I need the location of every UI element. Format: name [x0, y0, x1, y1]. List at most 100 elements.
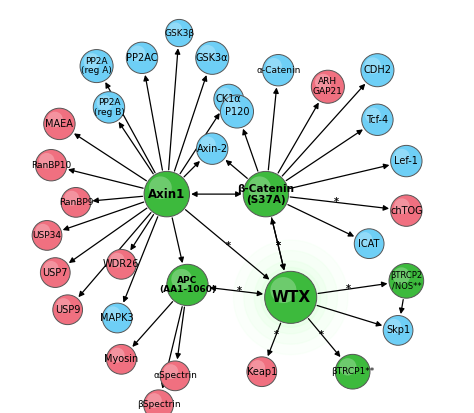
Circle shape [84, 53, 100, 70]
Circle shape [261, 268, 320, 327]
Circle shape [365, 57, 381, 74]
Circle shape [171, 269, 192, 290]
Text: *: * [276, 241, 281, 251]
Text: Skp1: Skp1 [386, 325, 410, 335]
Text: CK1α: CK1α [216, 94, 242, 104]
Circle shape [357, 232, 373, 247]
Circle shape [80, 50, 113, 83]
Text: *: * [237, 286, 242, 296]
Text: Lef-1: Lef-1 [394, 156, 418, 166]
Text: GSK3α: GSK3α [196, 53, 228, 63]
Circle shape [147, 393, 162, 408]
Circle shape [97, 95, 112, 111]
Circle shape [164, 364, 178, 379]
Circle shape [339, 358, 356, 375]
Text: CDH2: CDH2 [364, 65, 392, 75]
Circle shape [224, 99, 241, 115]
Circle shape [169, 22, 182, 36]
Circle shape [196, 41, 229, 74]
Text: PP2A
(reg B): PP2A (reg B) [93, 98, 124, 117]
Text: RanBP9: RanBP9 [59, 198, 93, 207]
Circle shape [354, 229, 384, 259]
Circle shape [266, 58, 282, 74]
Circle shape [36, 224, 50, 239]
Circle shape [247, 357, 277, 387]
Circle shape [263, 55, 294, 86]
Circle shape [53, 295, 82, 325]
Circle shape [214, 84, 244, 114]
Circle shape [234, 240, 348, 355]
Text: WTX: WTX [271, 290, 310, 305]
Text: *: * [334, 197, 338, 207]
Text: P120: P120 [225, 107, 249, 116]
Circle shape [93, 92, 125, 123]
Text: GSK3β: GSK3β [164, 28, 194, 38]
Circle shape [40, 258, 70, 287]
Text: USP9: USP9 [55, 305, 81, 315]
Circle shape [394, 198, 410, 214]
Circle shape [107, 249, 136, 279]
Text: Axin-2: Axin-2 [197, 144, 228, 154]
Text: *: * [346, 284, 351, 294]
Text: ICAT: ICAT [358, 239, 380, 249]
Circle shape [389, 263, 424, 298]
Circle shape [270, 277, 296, 303]
Circle shape [64, 191, 79, 206]
Circle shape [393, 267, 410, 285]
Circle shape [165, 19, 193, 47]
Text: RanBP10: RanBP10 [31, 161, 71, 170]
Circle shape [107, 344, 136, 374]
Circle shape [386, 319, 401, 334]
Text: MAEA: MAEA [46, 119, 73, 129]
Text: USP7: USP7 [43, 268, 68, 278]
Circle shape [391, 195, 422, 226]
Text: Keap1: Keap1 [246, 367, 277, 377]
Text: β-Catenin
(S37A): β-Catenin (S37A) [237, 184, 294, 204]
Circle shape [102, 303, 132, 333]
Circle shape [217, 88, 232, 102]
Circle shape [36, 150, 67, 181]
Circle shape [250, 360, 265, 375]
Text: PP2AC: PP2AC [126, 53, 158, 63]
Text: *: * [319, 330, 324, 339]
Circle shape [160, 361, 190, 391]
Circle shape [362, 104, 393, 135]
Circle shape [167, 264, 208, 306]
Text: MAPK3: MAPK3 [100, 313, 134, 323]
Circle shape [61, 188, 91, 217]
Text: α-Catenin: α-Catenin [256, 66, 301, 75]
Circle shape [315, 74, 331, 90]
Text: ARH
GAP21: ARH GAP21 [313, 77, 343, 96]
Circle shape [110, 253, 125, 268]
Circle shape [244, 251, 337, 344]
Circle shape [335, 354, 370, 389]
Circle shape [44, 261, 59, 276]
Circle shape [311, 70, 345, 103]
Circle shape [394, 149, 410, 164]
Circle shape [264, 271, 317, 323]
Circle shape [197, 133, 228, 164]
Circle shape [106, 306, 120, 321]
Circle shape [243, 171, 289, 217]
Text: βTRCP1**: βTRCP1** [331, 367, 374, 376]
Text: PP2A
(reg A): PP2A (reg A) [81, 57, 112, 76]
Text: *: * [226, 241, 231, 251]
Text: *: * [276, 241, 281, 251]
Circle shape [126, 42, 158, 74]
Circle shape [56, 298, 71, 313]
Text: βSpectrin: βSpectrin [137, 400, 180, 409]
Text: WDR26: WDR26 [103, 259, 140, 269]
Circle shape [149, 176, 172, 199]
Circle shape [365, 107, 381, 123]
Circle shape [200, 136, 216, 152]
Circle shape [144, 171, 190, 217]
Circle shape [130, 45, 146, 61]
Circle shape [248, 176, 271, 199]
Text: USP34: USP34 [33, 231, 62, 240]
Text: βTRCP2
/NOS**: βTRCP2 /NOS** [390, 271, 422, 290]
Circle shape [200, 45, 216, 62]
Circle shape [110, 348, 125, 363]
Text: Axin1: Axin1 [148, 188, 185, 201]
Circle shape [361, 54, 394, 87]
Text: chTOG: chTOG [390, 206, 423, 216]
